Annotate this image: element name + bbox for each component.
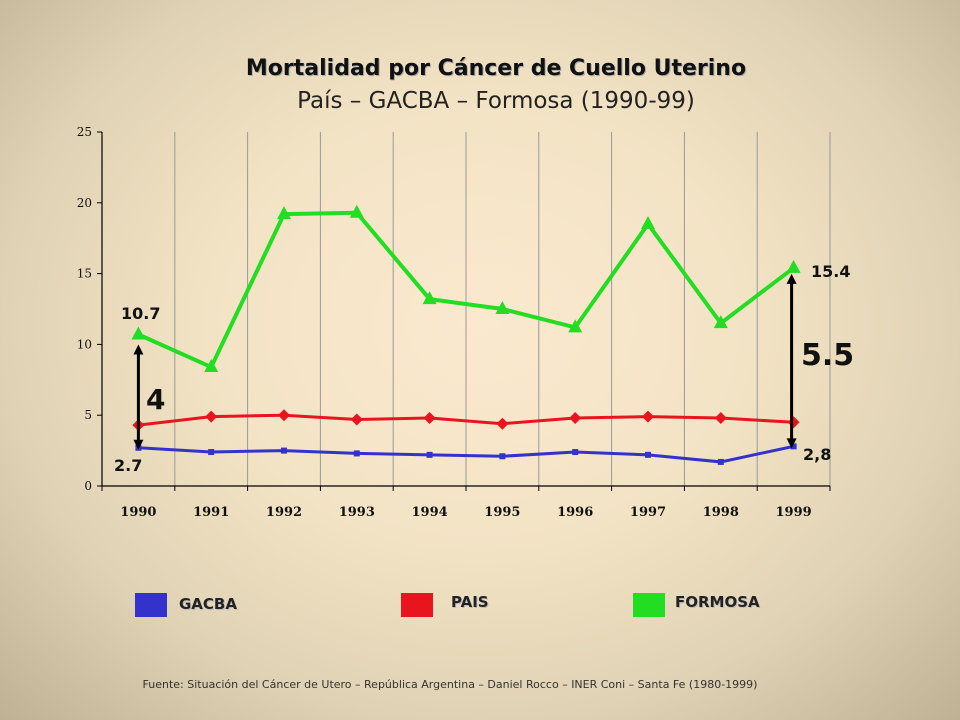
data-point-formosa [204,359,219,373]
y-tick-label: 5 [84,408,92,422]
y-tick-label: 0 [84,479,92,493]
x-tick-label: 1996 [557,505,593,520]
annotation-diff-1990: 4 [146,383,165,416]
x-tick-label: 1999 [776,505,812,520]
data-point-pais [350,413,363,426]
data-point-gacba [645,451,651,458]
data-point-formosa [349,204,364,218]
x-tick-label: 1994 [412,505,448,520]
y-tick-label: 15 [77,267,92,281]
data-point-pais [205,410,218,423]
data-point-gacba [281,447,287,454]
data-point-pais [642,410,654,423]
x-tick-label: 1995 [484,505,520,520]
data-point-gacba [572,449,579,456]
series-line-formosa [137,210,795,370]
data-point-formosa [713,315,728,329]
legend-label-gacba: GACBA [179,595,237,613]
x-tick-label: 1990 [120,505,156,520]
legend-label-pais: PAIS [451,593,489,611]
y-tick-label: 25 [77,125,92,139]
data-point-formosa [422,291,437,305]
data-point-pais [278,409,290,422]
legend-swatch-gacba [135,593,167,617]
series-line-pais [138,413,794,427]
data-point-pais [714,412,727,425]
gap-arrow-1999-head [786,273,797,284]
x-tick-label: 1992 [266,505,302,520]
data-point-pais [423,412,436,425]
data-point-gacba [790,443,797,450]
annotation-gacba-1990: 2.7 [114,456,142,475]
annotation-formosa-1990: 10.7 [121,304,160,323]
chart-title: Mortalidad por Cáncer de Cuello Uterino [245,56,747,81]
data-point-formosa [277,206,291,220]
y-tick-label: 20 [77,196,92,210]
x-tick-label: 1991 [193,505,229,520]
x-tick-label: 1993 [339,505,375,520]
legend-label-formosa: FORMOSA [675,593,760,611]
legend-swatch-formosa [633,593,665,617]
source-note: Fuente: Situación del Cáncer de Utero – … [142,678,758,691]
gap-arrow-1990-head [133,439,144,450]
data-point-formosa [495,301,510,314]
gap-arrow-1990-head [133,344,144,355]
legend-swatch-pais [401,593,433,617]
data-point-formosa [131,326,146,340]
y-tick-label: 10 [77,337,92,351]
annotation-gacba-1999: 2,8 [803,445,831,464]
data-point-gacba [426,451,433,458]
data-point-gacba [717,458,724,465]
gap-arrow-1999-head [786,438,797,449]
data-point-formosa [641,216,655,230]
data-point-formosa [568,319,583,333]
data-point-gacba [499,453,506,460]
annotation-diff-1999: 5.5 [801,338,854,373]
annotation-formosa-1999: 15.4 [811,262,850,281]
x-tick-label: 1998 [703,505,739,520]
data-point-pais [569,412,582,425]
data-point-gacba [353,450,360,457]
data-point-pais [787,416,800,429]
chart-subtitle: País – GACBA – Formosa (1990-99) [297,88,695,114]
data-point-gacba [208,449,215,456]
series-line-gacba [138,444,794,464]
data-point-formosa [786,259,801,273]
data-point-pais [496,417,509,430]
x-tick-label: 1997 [630,505,666,520]
